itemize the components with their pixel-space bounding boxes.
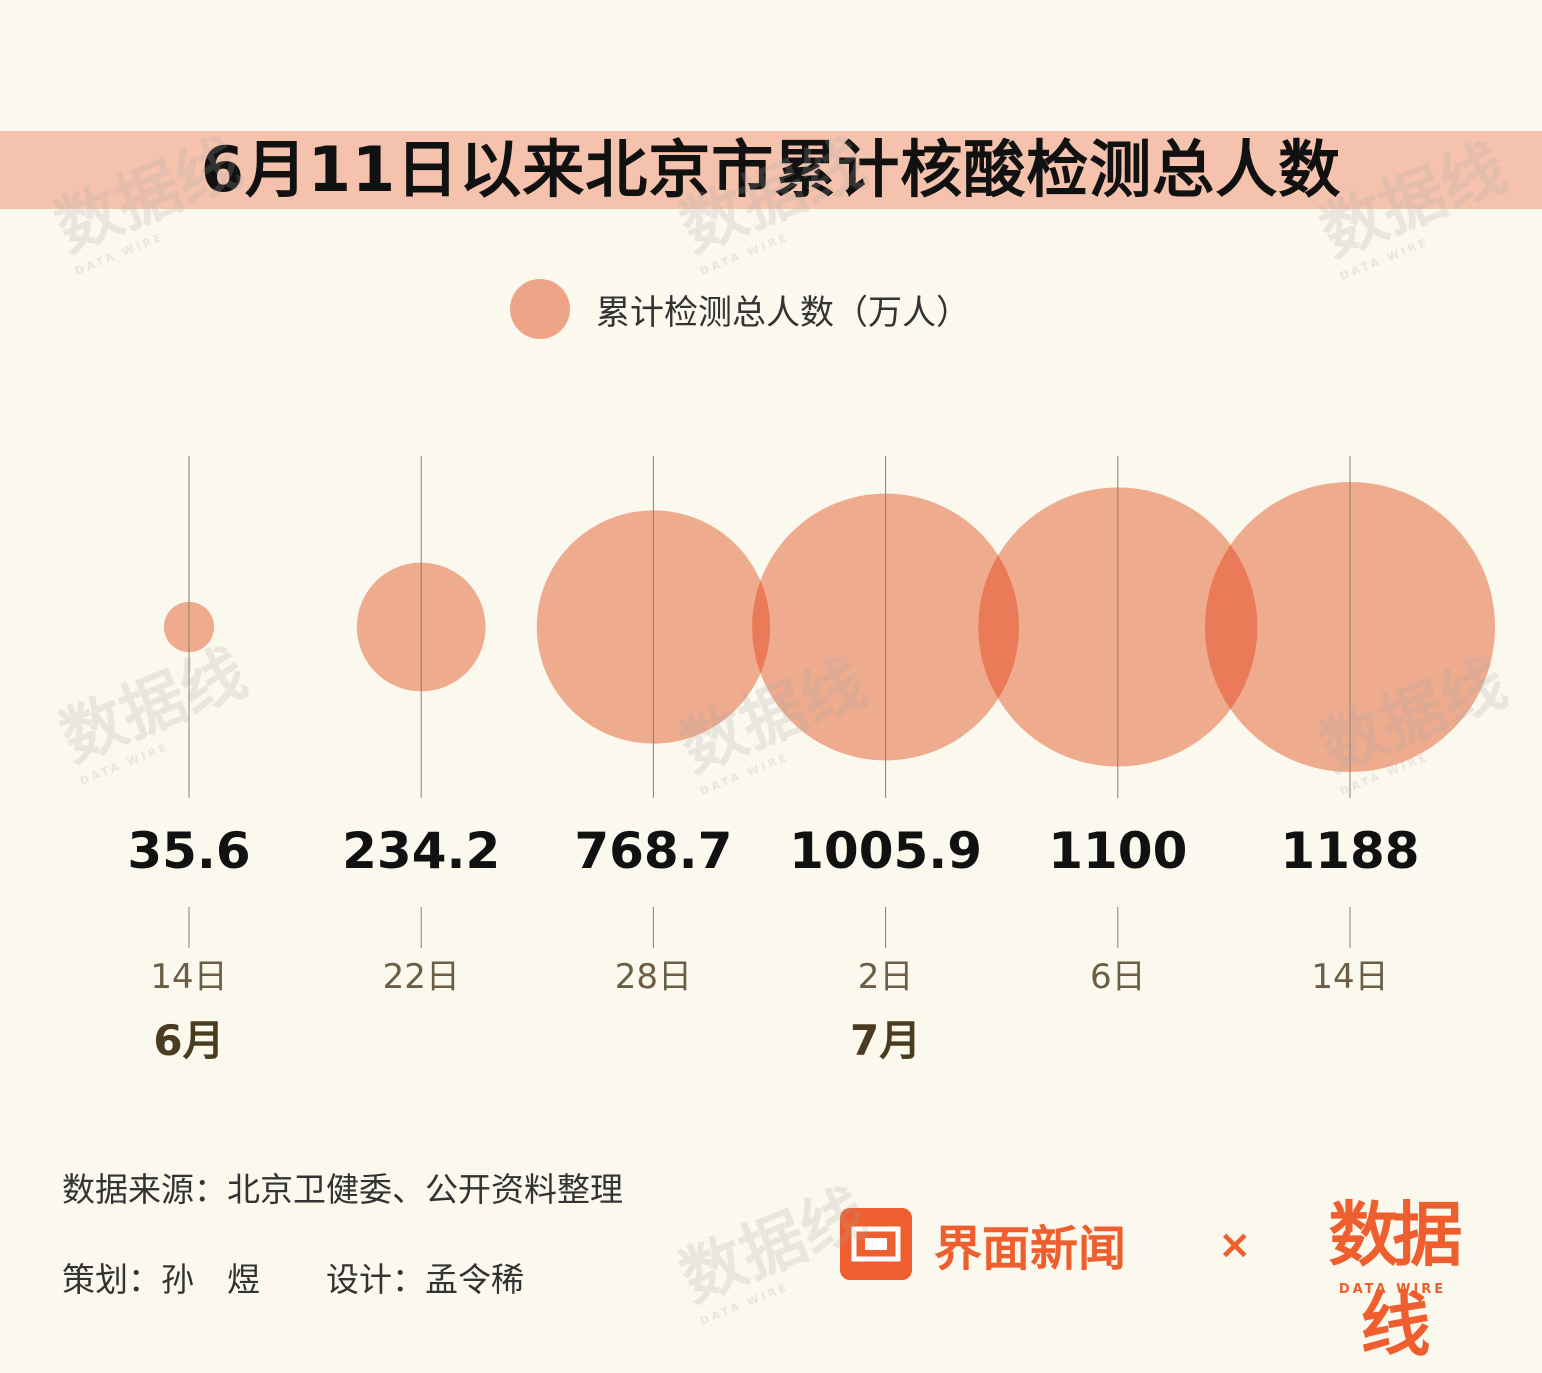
x-tick-label: 6日	[1090, 957, 1146, 997]
data-label: 1005.9	[789, 822, 982, 880]
data-label: 768.7	[574, 822, 732, 880]
legend-label: 累计检测总人数（万人）	[596, 292, 970, 333]
credits: 策划：孙 煜 设计：孟令稀	[62, 1260, 524, 1299]
legend: 累计检测总人数（万人）	[510, 278, 970, 340]
x-tick-label: 22日	[383, 957, 460, 997]
data-source: 数据来源：北京卫健委、公开资料整理	[62, 1170, 623, 1209]
x-tick-label: 14日	[1311, 957, 1388, 997]
x-tick-label: 2日	[858, 957, 914, 997]
x-tick-label: 28日	[615, 957, 692, 997]
legend-swatch	[510, 279, 570, 339]
jiemian-name: 界面新闻	[934, 1221, 1127, 1277]
x-tick-label: 14日	[150, 957, 227, 997]
title-band	[0, 131, 1542, 209]
datawire-logo-main: 数据线	[1328, 1194, 1463, 1366]
data-label: 1100	[1048, 822, 1187, 880]
data-label: 1188	[1280, 822, 1419, 880]
data-label: 35.6	[127, 822, 250, 880]
chart-title: 6月11日以来北京市累计核酸检测总人数	[200, 133, 1342, 206]
brand-separator: ×	[1218, 1222, 1252, 1268]
month-label: 7月	[850, 1016, 921, 1065]
datawire-logo: 数据线 DATA WIRE	[1300, 1190, 1485, 1366]
month-label: 6月	[153, 1016, 224, 1065]
data-label: 234.2	[342, 822, 500, 880]
jiemian-logo-icon	[840, 1208, 912, 1280]
datawire-logo-sub: DATA WIRE	[1338, 1282, 1447, 1297]
jiemian-brand: 界面新闻	[840, 1208, 1126, 1280]
